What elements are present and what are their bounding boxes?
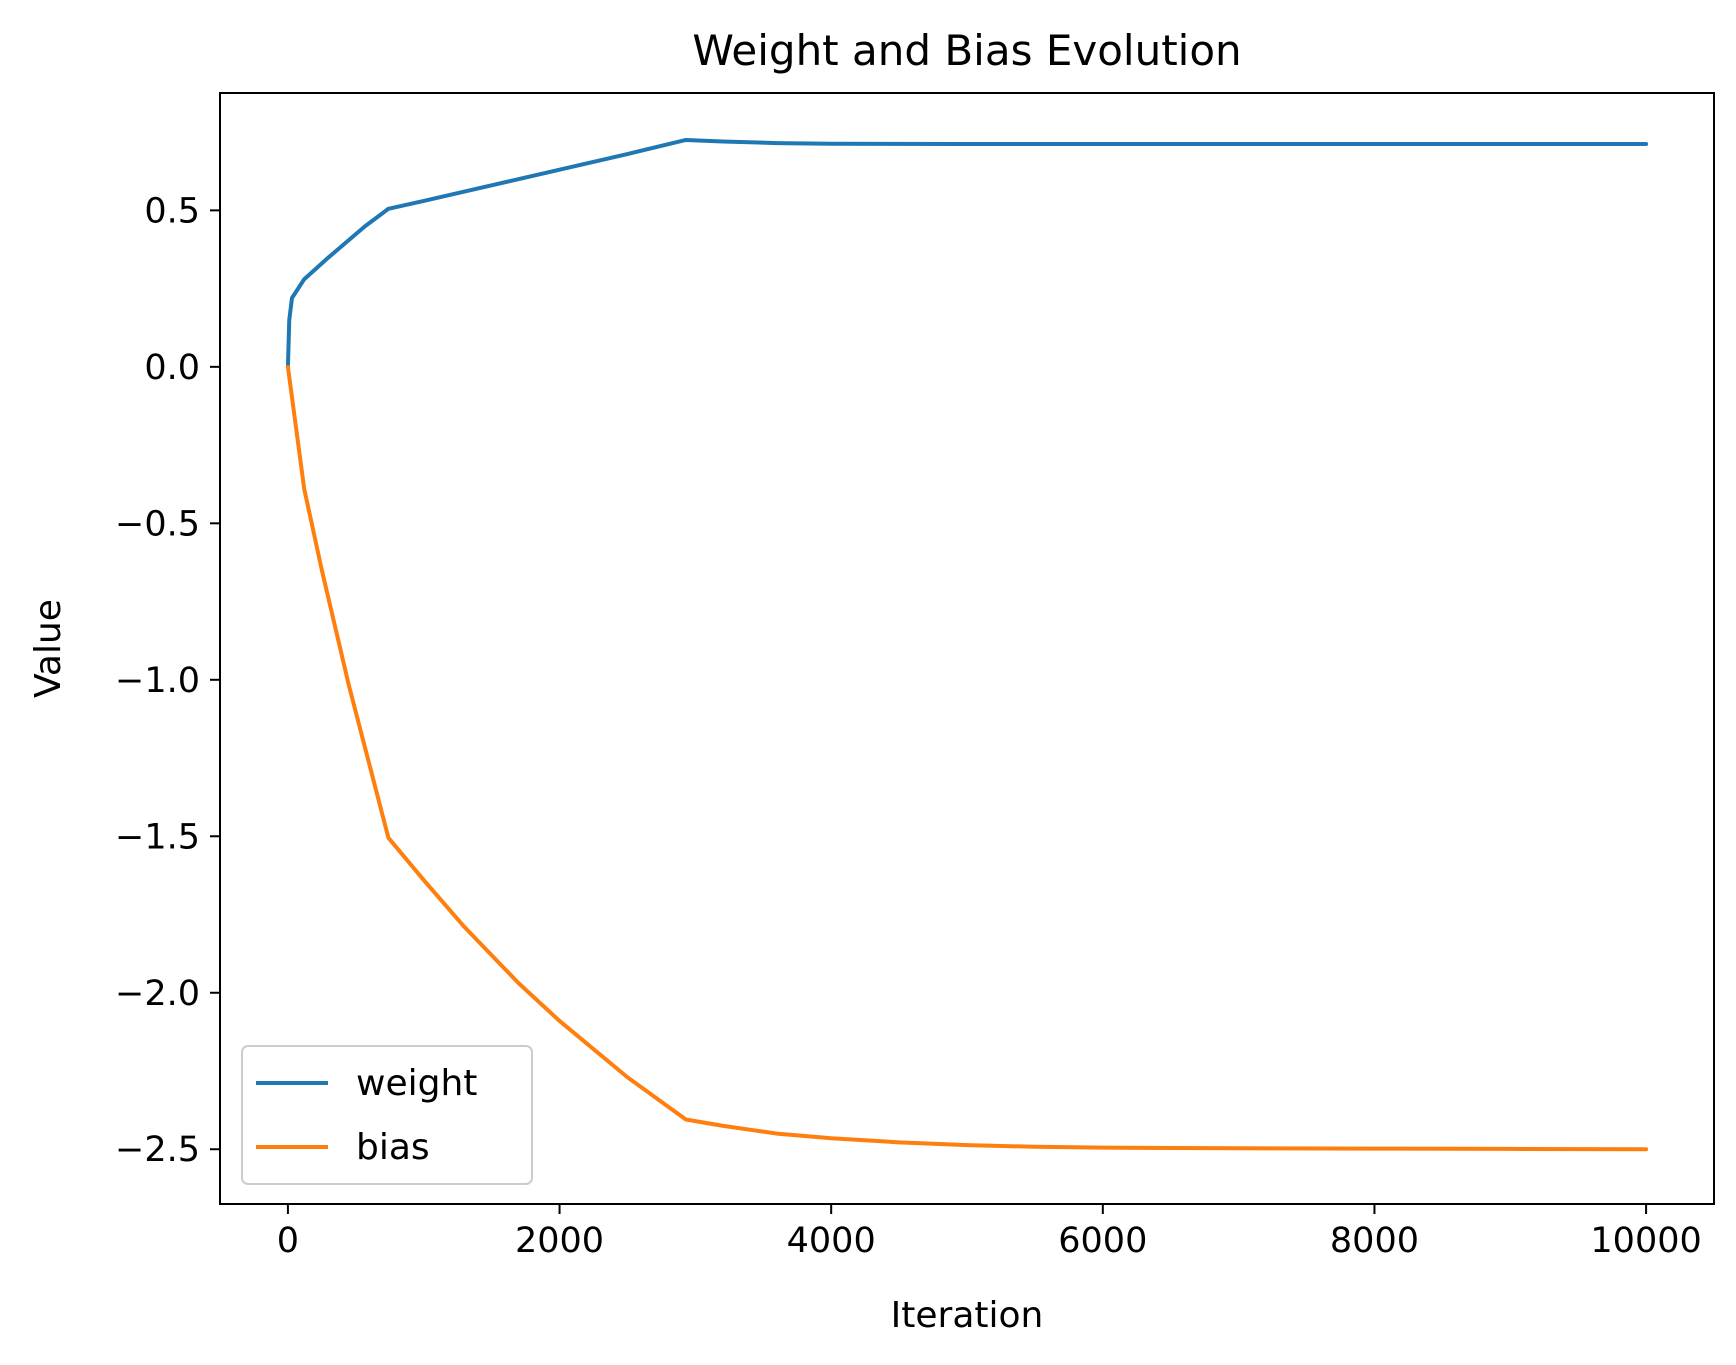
x-tick-label: 2000 (515, 1221, 604, 1261)
x-tick-label: 4000 (787, 1221, 876, 1261)
y-axis-label: Value (28, 599, 69, 698)
y-tick-label: −2.0 (115, 974, 200, 1014)
legend-box (241, 1045, 533, 1185)
x-tick-label: 0 (277, 1221, 299, 1261)
y-tick-label: 0.0 (144, 348, 200, 388)
legend: weight bias (241, 1045, 533, 1185)
x-tick-label: 6000 (1058, 1221, 1147, 1261)
y-tick-label: −0.5 (115, 504, 200, 544)
y-tick-label: −1.5 (115, 817, 200, 857)
x-axis-ticks: 0 2000 4000 6000 8000 10000 (277, 1204, 1702, 1261)
legend-label-bias: bias (356, 1127, 430, 1168)
x-tick-label: 8000 (1330, 1221, 1419, 1261)
plot-frame (219, 92, 1715, 1205)
y-tick-label: 0.5 (144, 191, 200, 231)
legend-label-weight: weight (356, 1063, 477, 1104)
y-tick-label: −1.0 (115, 661, 200, 701)
y-axis-ticks: 0.5 0.0 −0.5 −1.0 −1.5 −2.0 −2.5 (115, 191, 220, 1170)
series-line-weight (285, 137, 1649, 369)
series-line-bias (285, 364, 1649, 1152)
chart-title: Weight and Bias Evolution (692, 26, 1241, 75)
x-axis-label: Iteration (891, 1295, 1044, 1336)
y-tick-label: −2.5 (115, 1130, 200, 1170)
x-tick-label: 10000 (1590, 1221, 1701, 1261)
plot-lines (285, 137, 1649, 1152)
